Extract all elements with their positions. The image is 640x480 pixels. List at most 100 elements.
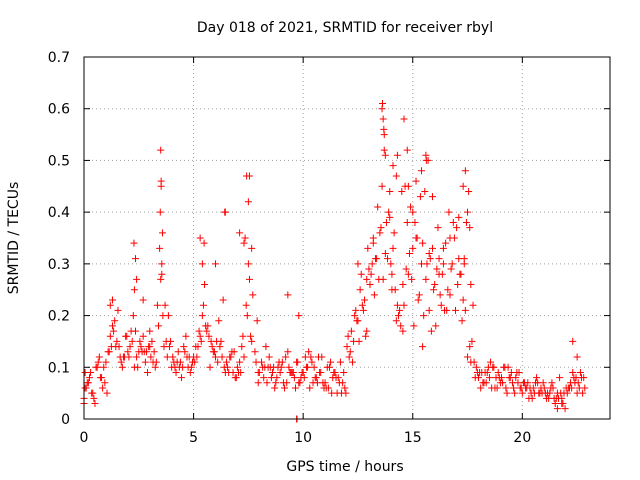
data-point	[508, 379, 516, 387]
data-point	[157, 182, 165, 190]
data-point	[388, 286, 396, 294]
data-point	[388, 270, 396, 278]
data-point	[306, 384, 314, 392]
data-point	[358, 301, 366, 309]
data-point	[83, 379, 91, 387]
data-point	[368, 260, 376, 268]
data-point	[498, 374, 506, 382]
data-point	[300, 374, 308, 382]
data-point	[212, 353, 219, 361]
data-point	[132, 255, 140, 263]
data-point	[252, 358, 260, 366]
y-tick-labels: 0 0.1 0.2 0.3 0.4 0.5 0.6 0.7	[48, 50, 70, 428]
data-point	[156, 244, 164, 252]
data-point	[423, 260, 431, 268]
data-point	[420, 312, 428, 320]
data-point	[361, 296, 369, 304]
y-tick-label: 0.7	[48, 50, 70, 66]
data-point	[341, 384, 349, 392]
data-point	[158, 229, 166, 237]
y-axis-label: SRMTID / TECUs	[6, 182, 22, 295]
data-point	[184, 363, 192, 371]
data-point	[284, 348, 292, 356]
data-point	[147, 353, 155, 361]
data-point	[533, 374, 541, 382]
data-point	[108, 296, 116, 304]
data-point	[402, 265, 410, 273]
data-point	[295, 312, 303, 320]
data-point	[216, 343, 224, 351]
y-tick-label: 0.1	[48, 360, 70, 376]
data-point	[156, 208, 164, 216]
data-point	[160, 343, 168, 351]
data-point	[397, 322, 405, 330]
data-point	[454, 281, 462, 289]
data-point	[370, 291, 378, 299]
data-point	[396, 306, 404, 314]
data-point	[345, 353, 353, 361]
data-point	[547, 384, 555, 392]
data-point	[442, 239, 450, 247]
data-point	[477, 384, 485, 392]
data-point	[183, 353, 191, 361]
data-point	[348, 358, 356, 366]
data-point	[459, 296, 467, 304]
data-point	[240, 353, 248, 361]
data-point	[427, 327, 435, 335]
data-point	[281, 384, 289, 392]
data-point	[198, 260, 206, 268]
data-point	[428, 193, 436, 201]
data-point	[283, 379, 291, 387]
data-point	[506, 374, 514, 382]
data-point	[351, 312, 359, 320]
data-point	[316, 368, 324, 376]
data-point	[524, 379, 532, 387]
data-point	[439, 244, 447, 252]
data-point	[446, 291, 454, 299]
data-point	[242, 301, 250, 309]
data-point	[129, 312, 137, 320]
data-point	[139, 332, 147, 340]
data-point	[254, 368, 262, 376]
data-point	[385, 208, 393, 216]
data-point	[415, 291, 423, 299]
data-point	[196, 234, 204, 242]
data-point	[173, 358, 181, 366]
data-point	[395, 312, 403, 320]
data-point	[90, 394, 98, 402]
data-point	[403, 218, 411, 226]
data-point	[407, 203, 415, 211]
data-point	[563, 389, 571, 397]
data-point	[453, 224, 461, 232]
data-point	[518, 389, 526, 397]
data-point	[149, 358, 157, 366]
data-point	[251, 348, 259, 356]
y-tick-label: 0.2	[48, 309, 70, 325]
data-point	[146, 327, 154, 335]
data-point	[305, 348, 313, 356]
data-point	[126, 343, 134, 351]
data-point	[254, 379, 262, 387]
data-point	[556, 374, 564, 382]
data-point	[510, 384, 518, 392]
data-point	[221, 208, 229, 216]
data-point	[355, 337, 363, 345]
data-point	[240, 239, 248, 247]
data-point	[205, 332, 213, 340]
data-point	[419, 343, 427, 351]
data-point	[428, 244, 436, 252]
data-point	[106, 301, 114, 309]
data-point	[462, 218, 470, 226]
data-point	[551, 399, 559, 407]
data-point	[451, 306, 459, 314]
data-point	[381, 250, 389, 258]
data-point	[436, 291, 444, 299]
data-point	[411, 218, 419, 226]
data-point	[164, 312, 172, 320]
data-point	[112, 343, 120, 351]
data-point	[193, 353, 201, 361]
data-point	[96, 374, 104, 382]
data-point	[232, 374, 240, 382]
data-point	[469, 301, 477, 309]
grid	[84, 57, 610, 419]
